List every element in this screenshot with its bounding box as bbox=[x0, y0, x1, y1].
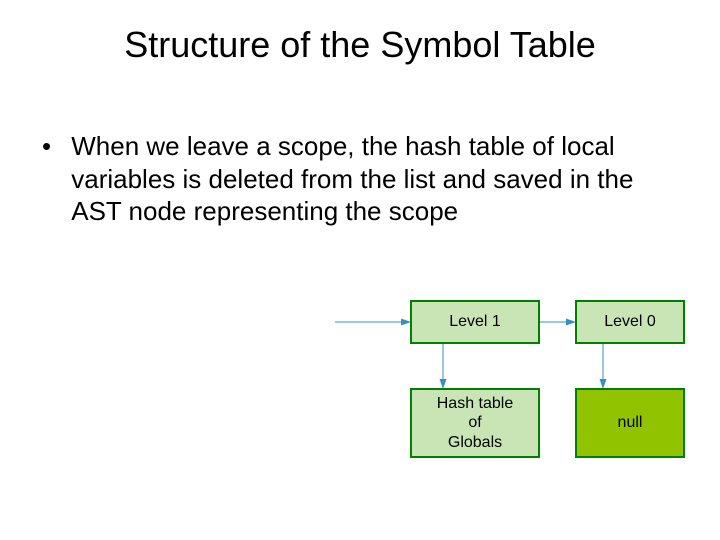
box-label: Level 0 bbox=[604, 312, 656, 331]
box-level-1: Level 1 bbox=[410, 300, 540, 344]
symbol-table-diagram: Level 1 Level 0 Hash tableofGlobals null bbox=[0, 0, 720, 540]
box-level-0: Level 0 bbox=[575, 300, 685, 344]
box-label: null bbox=[618, 413, 643, 432]
box-label: Hash tableofGlobals bbox=[437, 394, 514, 452]
box-label: Level 1 bbox=[449, 312, 501, 331]
box-null: null bbox=[575, 388, 685, 458]
box-hash-globals: Hash tableofGlobals bbox=[410, 388, 540, 458]
diagram-arrows bbox=[0, 0, 720, 540]
